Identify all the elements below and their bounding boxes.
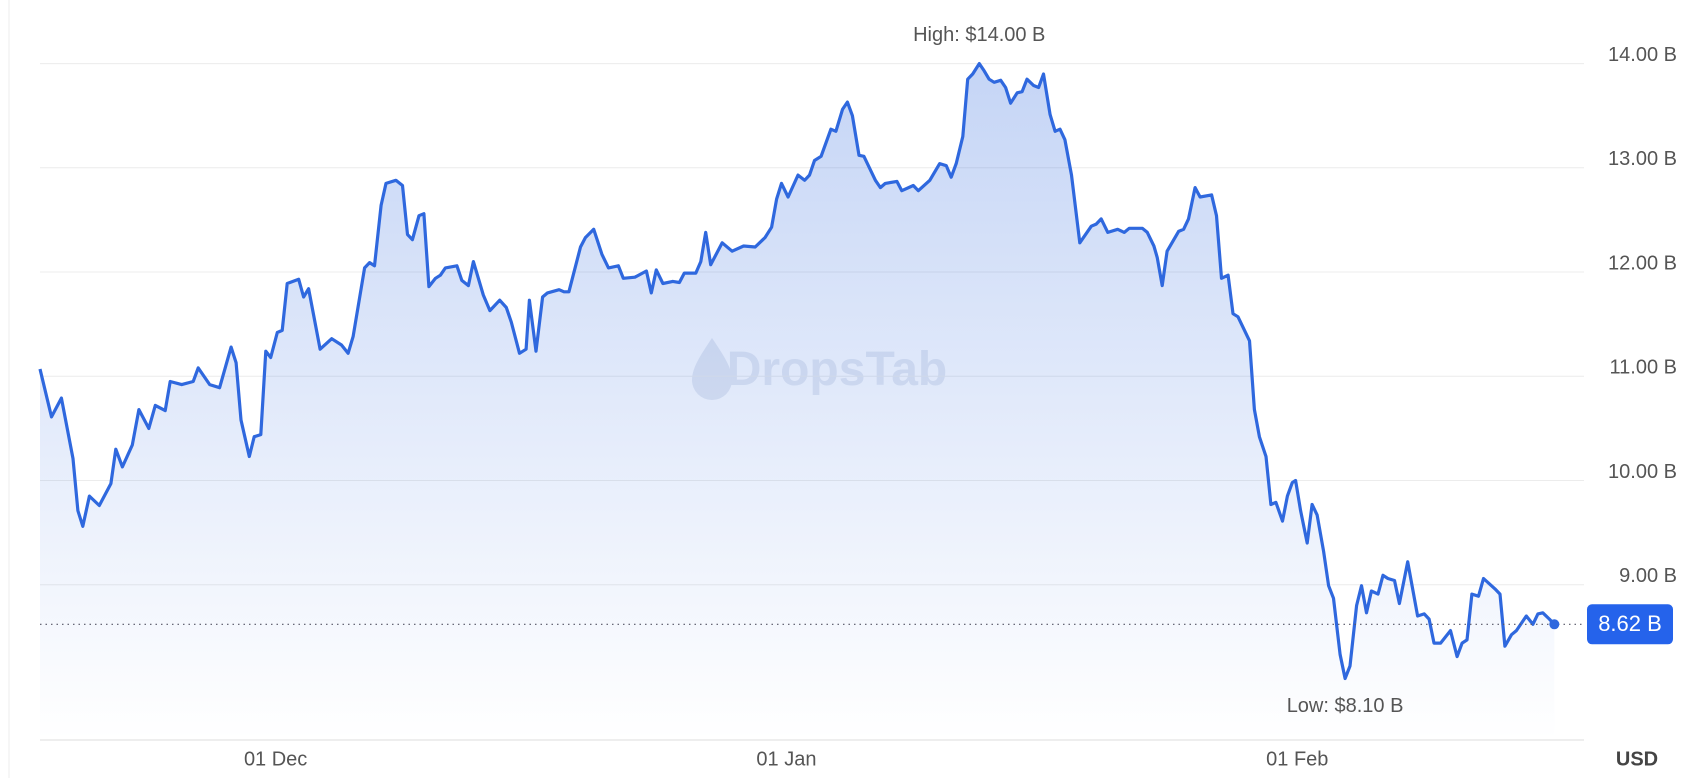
x-tick-label: 01 Feb bbox=[1266, 748, 1328, 770]
current-badge bbox=[1587, 604, 1673, 645]
axis-label: USD bbox=[1616, 748, 1658, 770]
current-label: 8.62 B bbox=[1598, 611, 1662, 636]
area bbox=[40, 63, 1555, 741]
y-tick-label: 12.00 B bbox=[1608, 252, 1677, 274]
high-annotation: High: $14.00 B bbox=[913, 24, 1045, 46]
y-tick-label: 14.00 B bbox=[1608, 44, 1677, 66]
last-point bbox=[1549, 619, 1560, 630]
y-tick-label: 13.00 B bbox=[1608, 148, 1677, 170]
y-tick-label: 9.00 B bbox=[1619, 565, 1677, 587]
price-line bbox=[38, 62, 1556, 681]
y-tick-label: 11.00 B bbox=[1610, 357, 1677, 379]
x-tick-label: 01 Dec bbox=[244, 748, 307, 770]
y-tick-label: 10.00 B bbox=[1608, 461, 1677, 483]
x-tick-label: 01 Jan bbox=[756, 748, 816, 770]
low-annotation: Low: $8.10 B bbox=[1287, 695, 1404, 717]
